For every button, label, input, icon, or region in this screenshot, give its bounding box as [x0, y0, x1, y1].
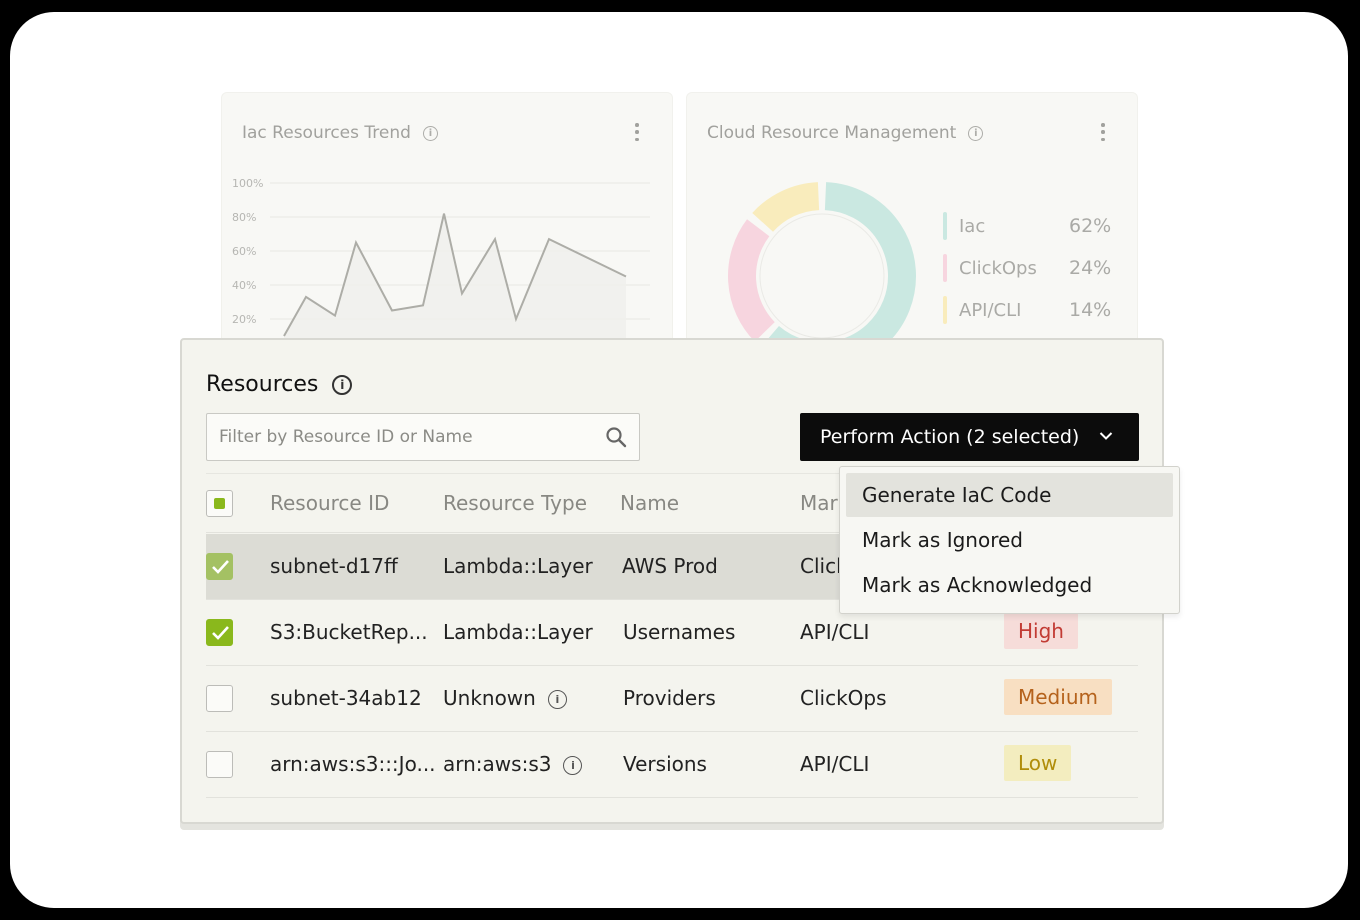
severity-badge: Medium	[1004, 679, 1112, 715]
cell-resource-type: Unknown i	[443, 686, 567, 710]
trend-line	[283, 213, 627, 337]
donut-inner-ring	[759, 213, 885, 339]
severity-badge: Low	[1004, 745, 1072, 781]
cloud-resource-card: Cloud Resource Management i Iac 62% ClickO…	[686, 92, 1138, 353]
trend-card-title-text: Iac Resources Trend	[242, 123, 411, 143]
legend-label: Iac	[959, 215, 986, 237]
menu-item-generate-iac[interactable]: Generate IaC Code	[846, 473, 1173, 517]
kebab-menu-icon[interactable]	[1101, 123, 1105, 141]
panel-title-text: Resources	[206, 372, 319, 397]
info-icon[interactable]: i	[332, 374, 353, 395]
checkmark-icon	[212, 626, 229, 640]
info-icon[interactable]: i	[563, 756, 583, 775]
cell-name: AWS Prod	[622, 554, 718, 578]
legend-percent: 62%	[1069, 215, 1112, 237]
legend-label: API/CLI	[959, 299, 1022, 321]
table-header: Resource ID Resource Type Name Mar	[206, 473, 1138, 533]
search-box	[206, 413, 640, 461]
row-checkbox[interactable]	[206, 619, 233, 646]
table-row[interactable]: arn:aws:s3:::Jo... arn:aws:s3 i Versions API…	[206, 732, 1138, 798]
header-resource-type[interactable]: Resource Type	[443, 491, 588, 515]
cell-name: Providers	[623, 686, 716, 710]
legend-swatch	[943, 254, 947, 282]
cell-managed-by: ClickOps	[800, 686, 887, 710]
donut-slice-apicli	[752, 182, 820, 233]
checkmark-icon	[212, 560, 229, 574]
legend-percent: 24%	[1069, 257, 1112, 279]
search-input[interactable]	[219, 427, 599, 447]
legend-swatch	[943, 212, 947, 240]
kebab-menu-icon[interactable]	[635, 123, 639, 141]
panel-title: Resources i	[206, 372, 353, 397]
table-row[interactable]: subnet-34ab12 Unknown i Providers ClickOps Me…	[206, 666, 1138, 732]
legend-item: ClickOps 24%	[943, 254, 1111, 282]
cell-resource-type: arn:aws:s3 i	[443, 752, 583, 776]
cell-managed-by: API/CLI	[800, 752, 870, 776]
resource-type-text: arn:aws:s3	[443, 752, 552, 776]
resource-type-text: Lambda::Layer	[443, 554, 593, 578]
cell-resource-id: arn:aws:s3:::Jo...	[270, 752, 436, 776]
menu-item-mark-ignored[interactable]: Mark as Ignored	[862, 528, 1023, 552]
cloud-card-title: Cloud Resource Management i	[707, 123, 984, 143]
table-row[interactable]: S3:BucketRep... Lambda::Layer Usernames API…	[206, 600, 1138, 666]
select-all-checkbox[interactable]	[206, 490, 233, 517]
legend-item: Iac 62%	[943, 212, 1111, 240]
y-tick-label: 80%	[232, 211, 256, 224]
donut-slice-clickops	[728, 219, 776, 342]
info-icon[interactable]: i	[422, 125, 438, 141]
search-icon[interactable]	[605, 426, 627, 448]
cell-resource-id: S3:BucketRep...	[270, 620, 428, 644]
perform-action-button[interactable]: Perform Action (2 selected)	[800, 413, 1139, 461]
trend-line-chart: 100% 80% 60% 40% 20%	[232, 177, 650, 353]
row-checkbox[interactable]	[206, 685, 233, 712]
resource-type-text: Unknown	[443, 686, 536, 710]
legend-swatch	[943, 296, 947, 324]
app-frame: Iac Resources Trend i 100% 80% 60% 40% 20% C…	[10, 12, 1348, 908]
trend-card-title: Iac Resources Trend i	[242, 123, 438, 143]
info-icon[interactable]: i	[547, 690, 567, 709]
y-tick-label: 60%	[232, 245, 256, 258]
row-checkbox[interactable]	[206, 751, 233, 778]
resource-type-text: Lambda::Layer	[443, 620, 593, 644]
legend-label: ClickOps	[959, 257, 1037, 279]
cell-name: Usernames	[623, 620, 736, 644]
cell-resource-id: subnet-34ab12	[270, 686, 422, 710]
info-icon[interactable]: i	[968, 125, 984, 141]
legend-item: API/CLI 14%	[943, 296, 1111, 324]
y-tick-label: 20%	[232, 313, 256, 326]
action-dropdown-menu: Generate IaC Code Mark as Ignored Mark a…	[839, 466, 1180, 614]
donut-slice-iac	[760, 182, 916, 353]
iac-trend-card: Iac Resources Trend i 100% 80% 60% 40% 20%	[221, 92, 673, 353]
y-tick-label: 40%	[232, 279, 256, 292]
cell-resource-type: Lambda::Layer	[443, 554, 593, 578]
header-name[interactable]: Name	[620, 491, 680, 515]
cell-managed-by: API/CLI	[800, 620, 870, 644]
trend-area	[284, 213, 626, 353]
header-resource-id[interactable]: Resource ID	[270, 491, 390, 515]
perform-action-label: Perform Action (2 selected)	[820, 426, 1080, 448]
cell-resource-id: subnet-d17ff	[270, 554, 398, 578]
row-checkbox[interactable]	[206, 553, 233, 580]
cloud-card-title-text: Cloud Resource Management	[707, 123, 957, 143]
cell-resource-type: Lambda::Layer	[443, 620, 593, 644]
legend-percent: 14%	[1069, 299, 1112, 321]
cell-name: Versions	[623, 752, 707, 776]
donut-chart	[728, 182, 916, 353]
chevron-down-icon	[1099, 432, 1113, 440]
y-tick-label: 100%	[232, 177, 263, 190]
severity-badge: High	[1004, 613, 1078, 649]
header-managed[interactable]: Mar	[800, 491, 838, 515]
menu-item-mark-acknowledged[interactable]: Mark as Acknowledged	[862, 573, 1093, 597]
